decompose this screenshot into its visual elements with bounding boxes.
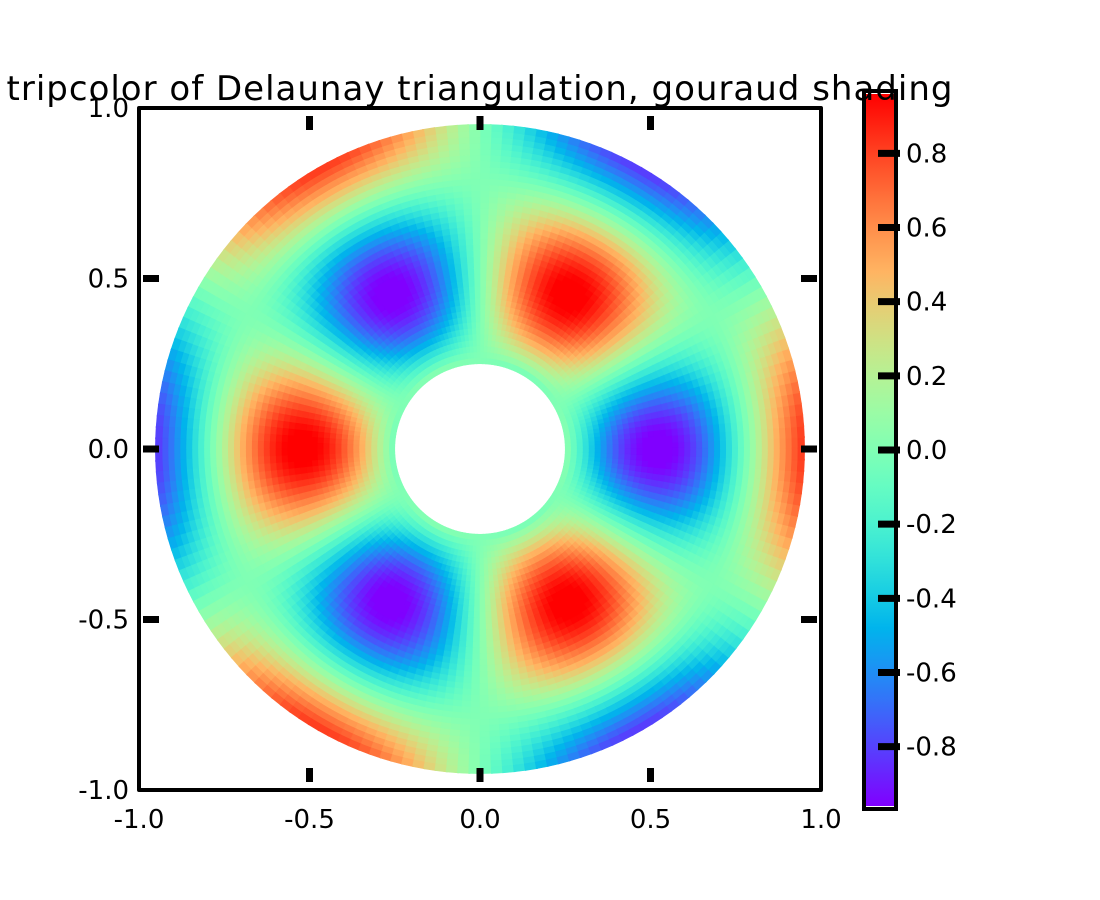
annulus-field [155, 124, 805, 774]
